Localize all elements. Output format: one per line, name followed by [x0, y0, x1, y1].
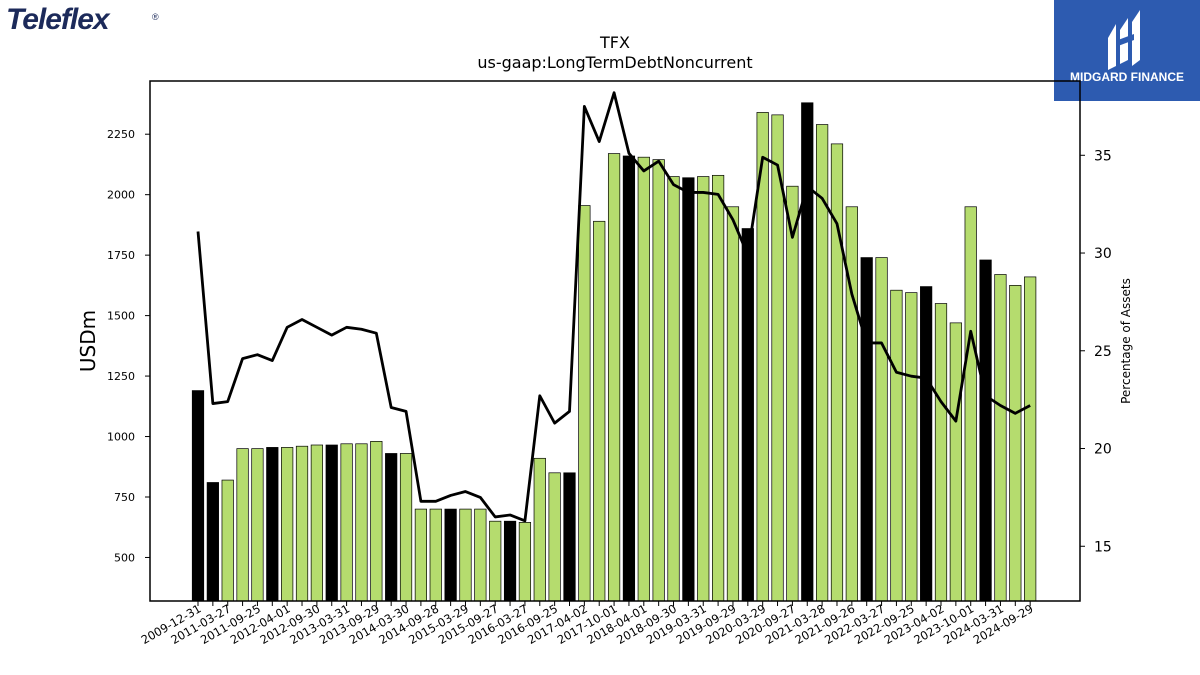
- y-axis-right: 15 20 25 30 35: [1080, 148, 1112, 555]
- bar-2018-04-01: [637, 156, 650, 602]
- y-tick-label: 1250: [107, 370, 135, 383]
- bar-2019-03-31: [697, 176, 710, 602]
- bar-2011-06-26: [236, 448, 249, 602]
- bar-2011-12-31: [266, 447, 279, 602]
- bar-2023-07-02: [949, 322, 962, 602]
- bar-2022-06-26: [890, 289, 903, 602]
- bar-2009-12-31: [191, 390, 205, 602]
- bar-2017-07-02: [593, 220, 606, 602]
- bar-2021-12-31: [860, 257, 873, 602]
- bar-2016-03-27: [518, 522, 532, 602]
- midgard-finance-logo: MIDGARD FINANCE: [1054, 0, 1200, 101]
- bar-2017-10-01: [607, 153, 621, 602]
- y2-tick-label: 25: [1094, 344, 1112, 360]
- y-axis-left: 500 750 1000 1250 1500 1750 2000 2250: [107, 128, 150, 564]
- midgard-finance-text: MIDGARD FINANCE: [1070, 70, 1184, 84]
- bar-2022-12-31: [920, 286, 933, 602]
- bar-2022-09-25: [905, 292, 918, 602]
- y-axis-label: USDm: [76, 310, 100, 372]
- bar-2021-09-26: [845, 206, 858, 602]
- midgard-emblem-icon: MIDGARD FINANCE: [1070, 10, 1184, 84]
- bar-2015-09-27: [489, 520, 502, 602]
- bar-2012-12-31: [325, 444, 338, 602]
- bar-2015-12-31: [503, 520, 517, 602]
- chart-title: TFX: [599, 33, 630, 52]
- chart-subtitle: us-gaap:LongTermDebtNoncurrent: [477, 53, 752, 72]
- bar-2012-04-01: [281, 447, 294, 602]
- bar-2020-12-31: [801, 102, 814, 602]
- bar-series: [191, 102, 1037, 602]
- bar-2018-12-31: [682, 177, 695, 602]
- bar-2014-12-31: [444, 508, 457, 602]
- pct-assets-line: [196, 91, 1031, 523]
- bar-2018-09-30: [667, 176, 680, 602]
- registered-mark: ®: [152, 12, 159, 22]
- bar-2014-06-29: [414, 508, 427, 602]
- y2-axis-label: Percentage of Assets: [1119, 278, 1133, 404]
- plot-frame: [149, 80, 1081, 602]
- y2-tick-label: 20: [1094, 442, 1112, 458]
- bar-2016-12-31: [563, 472, 576, 602]
- bar-2019-12-31: [741, 228, 754, 602]
- bar-2023-12-31: [979, 259, 992, 602]
- bar-2014-09-28: [429, 508, 442, 602]
- bar-2022-03-27: [875, 257, 888, 602]
- bar-2011-03-27: [221, 479, 234, 602]
- y-tick-label: 1750: [107, 249, 135, 262]
- x-axis: 2009-12-312011-03-272011-09-252012-04-01…: [139, 601, 1036, 647]
- bar-2023-10-01: [964, 206, 977, 602]
- bar-2015-03-29: [459, 508, 472, 602]
- bar-2011-09-25: [251, 448, 264, 602]
- bar-2017-04-02: [578, 205, 591, 602]
- bar-2016-06-26: [533, 457, 546, 602]
- teleflex-logo-text: Teleflex: [6, 4, 111, 34]
- bar-2023-04-02: [934, 303, 948, 602]
- bar-2019-06-30: [711, 174, 725, 602]
- bar-2021-06-27: [830, 143, 844, 602]
- bar-2019-09-29: [726, 206, 740, 602]
- bar-2013-12-31: [385, 453, 398, 602]
- bar-2013-06-30: [355, 443, 368, 602]
- bar-2024-03-31: [994, 274, 1007, 602]
- bar-2018-07-01: [652, 159, 665, 602]
- bar-2010-12-31: [206, 482, 219, 602]
- y-tick-label: 2250: [107, 128, 135, 141]
- bar-2015-06-28: [474, 508, 487, 602]
- y-tick-label: 500: [114, 551, 135, 564]
- teleflex-logo: Teleflex ®: [6, 4, 159, 34]
- y2-tick-label: 30: [1094, 246, 1112, 262]
- y2-tick-label: 35: [1094, 148, 1112, 164]
- y-tick-label: 750: [114, 491, 135, 504]
- bar-2024-09-29: [1024, 276, 1037, 602]
- y2-tick-label: 15: [1094, 539, 1112, 555]
- bar-2024-06-30: [1009, 285, 1022, 602]
- bar-2017-12-31: [622, 155, 636, 602]
- bar-2013-03-31: [340, 443, 353, 602]
- y-tick-label: 1500: [107, 310, 135, 323]
- y-tick-label: 2000: [107, 189, 135, 202]
- bar-2012-09-30: [310, 444, 323, 602]
- bar-2020-09-27: [786, 185, 799, 602]
- y-tick-label: 1000: [107, 431, 135, 444]
- line-series: [196, 91, 1031, 523]
- bar-2014-03-30: [399, 453, 413, 602]
- bar-2013-09-29: [370, 441, 383, 602]
- bar-2016-09-25: [548, 472, 561, 602]
- bar-2012-07-01: [295, 445, 309, 602]
